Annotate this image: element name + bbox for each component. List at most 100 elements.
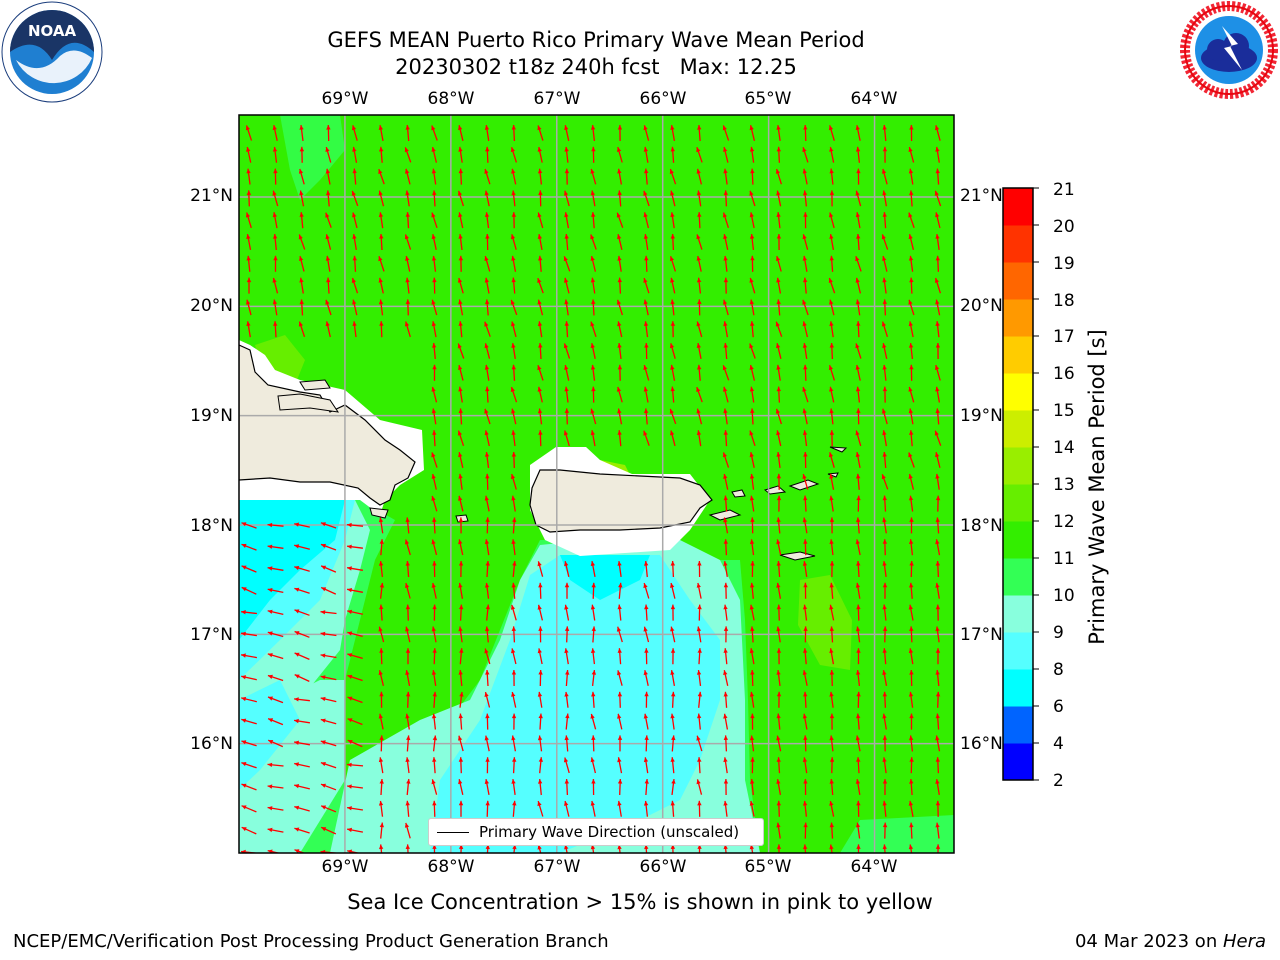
lon-tick-top: 64°W bbox=[850, 89, 898, 109]
wave-arrow-head bbox=[803, 648, 808, 653]
wave-arrow-head bbox=[803, 735, 808, 740]
colorbar-swatch bbox=[1003, 595, 1033, 633]
wave-arrow-head bbox=[749, 648, 754, 654]
wave-arrow-head bbox=[241, 565, 247, 570]
wave-arrow-head bbox=[299, 146, 305, 152]
wave-arrow-head bbox=[538, 255, 543, 261]
wave-arrow-head bbox=[696, 670, 702, 675]
wave-arrow-head bbox=[670, 364, 675, 370]
wave-arrow-head bbox=[882, 670, 887, 675]
colorbar-swatch bbox=[1003, 188, 1033, 226]
wave-arrow-head bbox=[378, 561, 384, 566]
wave-arrow-head bbox=[881, 321, 886, 327]
wave-arrow-head bbox=[590, 408, 595, 414]
wave-arrow-head bbox=[749, 452, 754, 458]
wave-arrow-head bbox=[670, 648, 676, 653]
wave-arrow-head bbox=[935, 234, 940, 239]
wave-arrow-head bbox=[484, 169, 489, 174]
wave-arrow-head bbox=[829, 648, 834, 654]
wave-arrow-head bbox=[511, 692, 516, 697]
wave-arrow-head bbox=[320, 740, 326, 745]
wave-arrow-head bbox=[511, 452, 517, 457]
wave-arrow-head bbox=[935, 517, 940, 523]
wave-arrow-head bbox=[722, 212, 727, 218]
wave-arrow-head bbox=[485, 473, 490, 479]
wave-arrow-head bbox=[379, 321, 384, 326]
wave-arrow-head bbox=[272, 146, 278, 152]
wave-arrow-head bbox=[432, 800, 437, 806]
wave-arrow-head bbox=[670, 430, 675, 436]
wave-arrow-head bbox=[908, 495, 914, 501]
wave-arrow-head bbox=[855, 735, 860, 741]
lat-tick-left: 19°N bbox=[190, 406, 233, 426]
wave-arrow-head bbox=[347, 827, 352, 833]
wave-arrow-head bbox=[829, 713, 835, 719]
wave-arrow-head bbox=[564, 582, 570, 588]
wave-arrow-head bbox=[590, 561, 595, 566]
wave-arrow-head bbox=[432, 517, 437, 522]
wave-arrow-head bbox=[803, 125, 808, 130]
wave-arrow-head bbox=[511, 168, 516, 174]
wave-arrow-head bbox=[855, 256, 860, 262]
wave-arrow-head bbox=[670, 626, 675, 632]
wave-arrow-head bbox=[829, 430, 835, 435]
wave-arrow-head bbox=[749, 277, 754, 283]
wave-arrow-head bbox=[347, 718, 353, 723]
wave-arrow-head bbox=[829, 582, 834, 588]
wave-arrow-head bbox=[299, 212, 304, 217]
wave-arrow-head bbox=[484, 364, 490, 370]
wave-arrow-head bbox=[935, 561, 940, 566]
wave-arrow-head bbox=[431, 125, 436, 131]
wave-arrow-head bbox=[670, 234, 675, 239]
wave-arrow-head bbox=[294, 827, 300, 832]
wave-arrow-head bbox=[882, 822, 888, 828]
wave-arrow-head bbox=[485, 757, 490, 762]
wave-arrow-head bbox=[294, 849, 300, 853]
wave-arrow-head bbox=[697, 844, 702, 849]
wave-arrow-head bbox=[459, 604, 464, 610]
colorbar-swatch bbox=[1003, 632, 1033, 670]
wave-arrow-head bbox=[749, 430, 754, 436]
wave-arrow-head bbox=[882, 146, 888, 152]
wave-arrow-head bbox=[320, 762, 326, 767]
wave-arrow-head bbox=[405, 670, 410, 675]
wave-arrow-head bbox=[299, 190, 304, 196]
wave-arrow-head bbox=[241, 675, 246, 680]
wave-arrow-head bbox=[294, 587, 300, 592]
wave-arrow-head bbox=[268, 718, 274, 723]
wave-arrow-head bbox=[617, 408, 622, 414]
wave-arrow-head bbox=[325, 147, 330, 152]
wave-arrow-head bbox=[326, 125, 331, 130]
wave-arrow-head bbox=[829, 844, 834, 850]
wave-arrow-head bbox=[617, 757, 622, 763]
wave-arrow-head bbox=[267, 588, 273, 593]
wave-arrow-head bbox=[617, 255, 622, 261]
wave-arrow-head bbox=[802, 387, 807, 392]
wave-arrow-head bbox=[696, 168, 701, 174]
wave-arrow-head bbox=[325, 255, 331, 261]
wave-arrow-head bbox=[617, 147, 622, 152]
wave-arrow-head bbox=[802, 670, 807, 675]
wave-arrow-head bbox=[935, 539, 940, 545]
wave-arrow-head bbox=[776, 757, 781, 762]
wave-arrow-head bbox=[378, 626, 383, 632]
wave-arrow-head bbox=[246, 299, 251, 305]
wave-arrow-head bbox=[909, 364, 914, 370]
wave-arrow-head bbox=[484, 648, 489, 654]
wave-arrow-head bbox=[458, 255, 464, 261]
wave-arrow-head bbox=[643, 670, 648, 676]
wave-arrow-head bbox=[564, 561, 569, 567]
wave-arrow-head bbox=[935, 757, 940, 762]
lon-tick-bottom: 64°W bbox=[850, 857, 898, 877]
wave-arrow-head bbox=[723, 299, 728, 305]
wave-arrow-head bbox=[512, 517, 517, 523]
wave-arrow-head bbox=[696, 583, 701, 588]
wave-arrow-head bbox=[750, 168, 755, 174]
wave-arrow-head bbox=[457, 190, 462, 196]
wave-arrow-head bbox=[298, 234, 303, 240]
wave-arrow-head bbox=[856, 234, 861, 239]
wave-arrow-head bbox=[405, 844, 410, 849]
wave-arrow-head bbox=[241, 762, 247, 767]
wave-arrow-head bbox=[723, 408, 728, 414]
colorbar-tick: 14 bbox=[1053, 438, 1075, 458]
